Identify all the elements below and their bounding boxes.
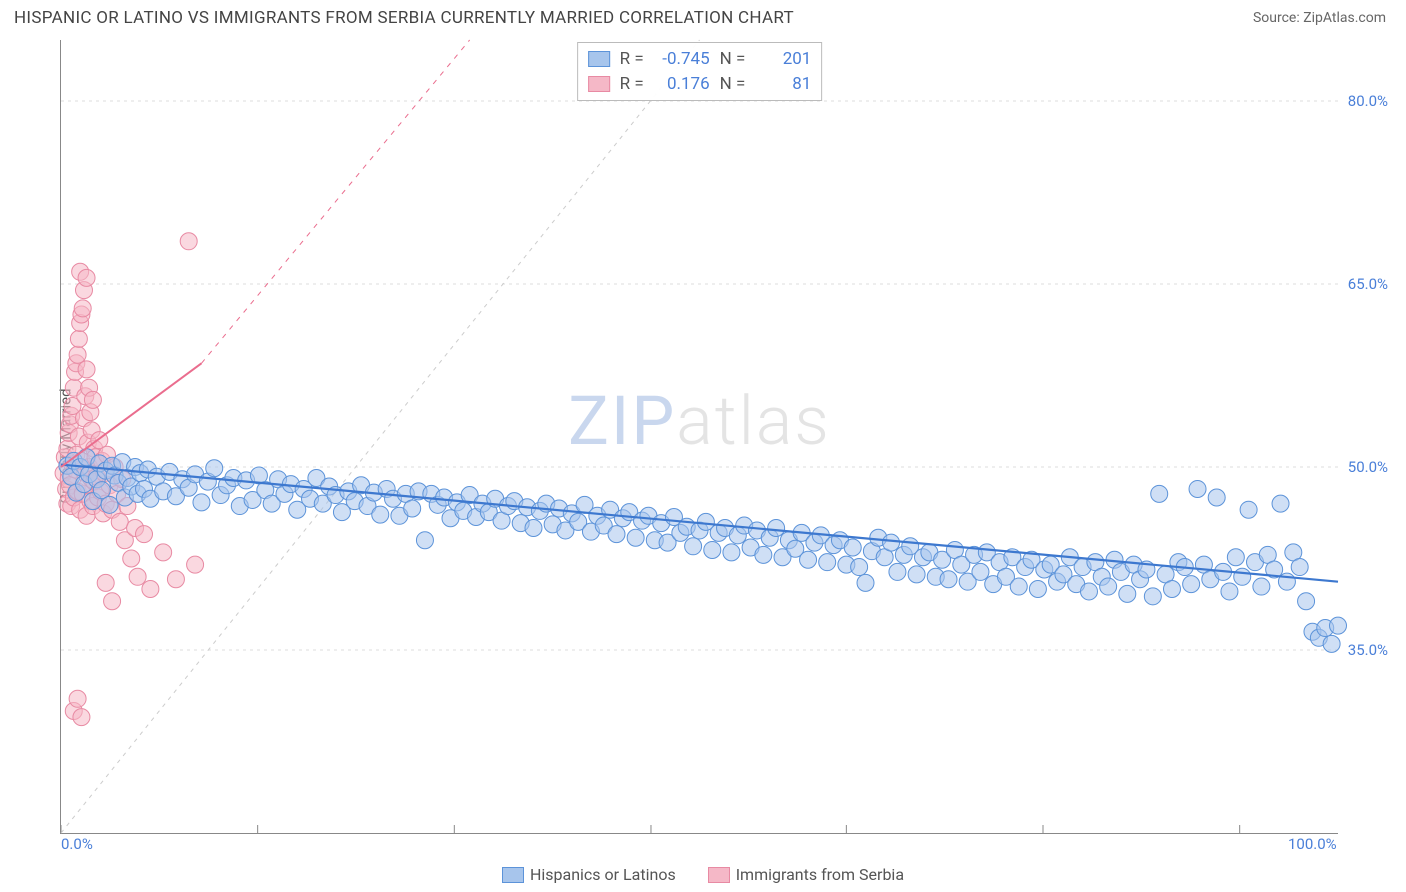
scatter-point xyxy=(889,563,906,580)
scatter-point xyxy=(940,571,957,588)
scatter-point xyxy=(1144,588,1161,605)
scatter-point xyxy=(1163,581,1180,598)
scatter-point xyxy=(1272,495,1289,512)
scatter-point xyxy=(1010,578,1027,595)
scatter-point xyxy=(136,526,153,543)
ytick-label: 50.0% xyxy=(1348,458,1388,476)
swatch-hispanic-icon xyxy=(588,51,610,67)
scatter-point xyxy=(193,494,210,511)
scatter-point xyxy=(101,496,118,513)
scatter-point xyxy=(819,554,836,571)
scatter-point xyxy=(768,520,785,537)
trend-line xyxy=(61,465,1338,582)
corr-row-hispanic: R = -0.745 N = 201 xyxy=(588,47,812,72)
scatter-point xyxy=(627,529,644,546)
scatter-point xyxy=(123,550,140,567)
corr-n-label: N = xyxy=(720,47,746,72)
scatter-point xyxy=(372,506,389,523)
scatter-point xyxy=(1029,581,1046,598)
scatter-point xyxy=(111,513,128,530)
correlation-box: R = -0.745 N = 201 R = 0.176 N = 81 xyxy=(577,42,823,101)
legend-label-hispanic: Hispanics or Latinos xyxy=(530,865,676,884)
ytick-label: 65.0% xyxy=(1348,275,1388,293)
corr-row-serbia: R = 0.176 N = 81 xyxy=(588,72,812,97)
scatter-point xyxy=(1291,559,1308,576)
scatter-point xyxy=(685,538,702,555)
scatter-point xyxy=(844,539,861,556)
scatter-point xyxy=(69,346,86,363)
scatter-point xyxy=(1151,485,1168,502)
scatter-point xyxy=(129,568,146,585)
chart-container: Currently Married ZIPatlas R = -0.745 N … xyxy=(14,40,1392,852)
corr-r-serbia: 0.176 xyxy=(654,72,710,97)
header: HISPANIC OR LATINO VS IMMIGRANTS FROM SE… xyxy=(0,0,1406,32)
scatter-point xyxy=(206,460,223,477)
scatter-point xyxy=(1119,585,1136,602)
scatter-point xyxy=(723,544,740,561)
scatter-point xyxy=(1189,480,1206,497)
scatter-point xyxy=(704,541,721,558)
scatter-point xyxy=(180,233,197,250)
plot-area: ZIPatlas R = -0.745 N = 201 R = 0.176 N … xyxy=(60,40,1338,834)
footer-legend: Hispanics or Latinos Immigrants from Ser… xyxy=(0,865,1406,884)
plot-svg xyxy=(61,40,1338,833)
scatter-point xyxy=(800,551,817,568)
legend-item-serbia: Immigrants from Serbia xyxy=(708,865,904,884)
xtick-label: 100.0% xyxy=(1288,835,1337,853)
scatter-point xyxy=(851,559,868,576)
scatter-point xyxy=(97,574,114,591)
scatter-point xyxy=(142,581,159,598)
scatter-point xyxy=(525,520,542,537)
scatter-point xyxy=(972,563,989,580)
scatter-point xyxy=(883,534,900,551)
scatter-point xyxy=(1323,635,1340,652)
scatter-point xyxy=(1100,578,1117,595)
chart-title: HISPANIC OR LATINO VS IMMIGRANTS FROM SE… xyxy=(14,8,794,28)
scatter-point xyxy=(104,593,121,610)
source-label: Source: ZipAtlas.com xyxy=(1253,10,1386,26)
scatter-point xyxy=(1221,583,1238,600)
corr-n-label: N = xyxy=(720,72,746,97)
scatter-point xyxy=(155,544,172,561)
legend-item-hispanic: Hispanics or Latinos xyxy=(502,865,680,884)
xtick-label: 0.0% xyxy=(61,835,93,853)
ytick-label: 35.0% xyxy=(1348,641,1388,659)
scatter-point xyxy=(1240,501,1257,518)
legend-label-serbia: Immigrants from Serbia xyxy=(736,865,904,884)
scatter-point xyxy=(608,526,625,543)
scatter-point xyxy=(1234,568,1251,585)
scatter-point xyxy=(908,566,925,583)
corr-n-hispanic: 201 xyxy=(755,47,811,72)
scatter-point xyxy=(167,571,184,588)
scatter-point xyxy=(69,690,86,707)
scatter-point xyxy=(1208,489,1225,506)
corr-r-hispanic: -0.745 xyxy=(654,47,710,72)
legend-swatch-serbia-icon xyxy=(708,867,730,883)
scatter-point xyxy=(857,574,874,591)
scatter-point xyxy=(1080,583,1097,600)
scatter-point xyxy=(1330,617,1347,634)
ytick-label: 80.0% xyxy=(1348,92,1388,110)
corr-n-serbia: 81 xyxy=(755,72,811,97)
scatter-point xyxy=(1253,578,1270,595)
scatter-point xyxy=(78,361,95,378)
scatter-point xyxy=(404,500,421,517)
corr-r-label: R = xyxy=(620,72,644,97)
legend-swatch-hispanic-icon xyxy=(502,867,524,883)
scatter-point xyxy=(755,546,772,563)
swatch-serbia-icon xyxy=(588,76,610,92)
scatter-point xyxy=(74,300,91,317)
scatter-point xyxy=(1227,549,1244,566)
scatter-point xyxy=(416,532,433,549)
scatter-point xyxy=(1298,593,1315,610)
trend-line-ext xyxy=(201,40,469,363)
scatter-point xyxy=(73,709,90,726)
scatter-point xyxy=(78,269,95,286)
scatter-point xyxy=(1183,576,1200,593)
scatter-point xyxy=(84,391,101,408)
corr-r-label: R = xyxy=(620,47,644,72)
scatter-point xyxy=(70,330,87,347)
scatter-point xyxy=(187,556,204,573)
